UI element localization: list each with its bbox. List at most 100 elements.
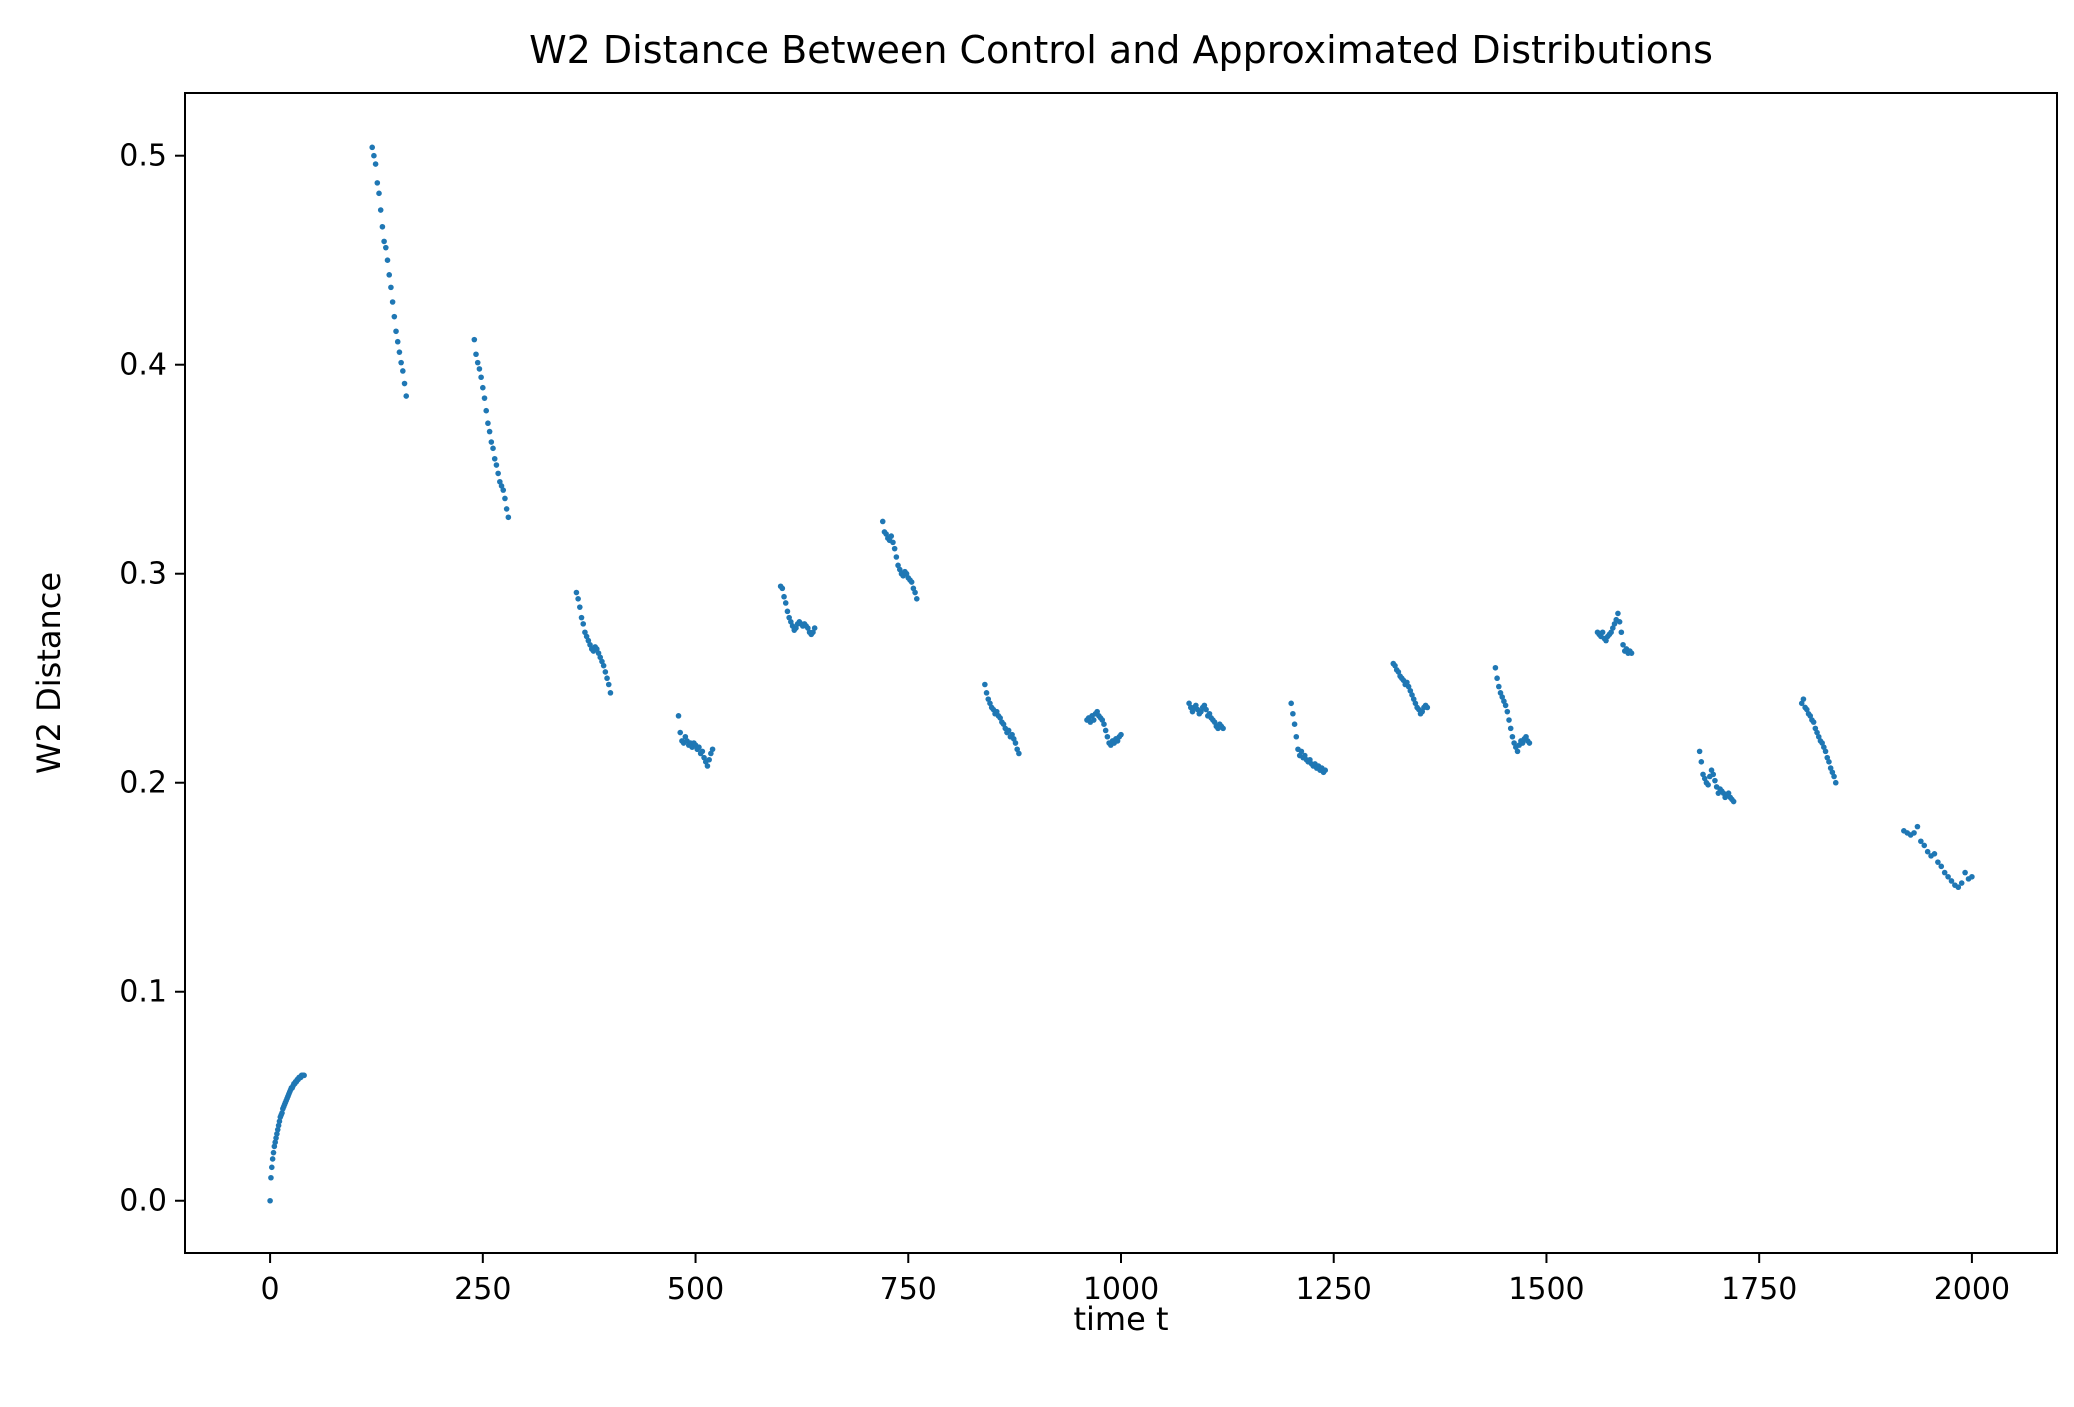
data-point (383, 244, 389, 251)
data-point (1322, 767, 1329, 773)
y-tick-label: 0.3 (119, 557, 167, 592)
data-point (573, 589, 580, 596)
data-point (1101, 721, 1107, 728)
data-point (1005, 727, 1012, 734)
data-point (1955, 884, 1962, 891)
data-point (486, 428, 493, 435)
data-point (269, 1156, 276, 1162)
data-point (1911, 830, 1917, 836)
data-point (699, 748, 706, 755)
data-point (781, 593, 787, 600)
data-point (268, 1174, 274, 1181)
data-point (388, 284, 394, 291)
data-point (709, 746, 716, 753)
y-tick-label: 0.5 (119, 139, 167, 174)
x-tick-label: 1500 (1508, 1272, 1584, 1307)
data-point (491, 455, 498, 462)
data-point (602, 669, 609, 675)
data-point (607, 690, 614, 696)
data-point (1016, 750, 1022, 757)
data-point (908, 579, 915, 585)
y-axis-label: W2 Distance (30, 572, 68, 774)
y-tick-label: 0.1 (119, 975, 167, 1010)
data-point (505, 514, 512, 521)
data-point (372, 161, 379, 167)
data-point (1616, 618, 1623, 625)
data-point (1509, 733, 1516, 740)
data-point (1696, 748, 1703, 755)
data-point (473, 351, 479, 358)
data-point (1698, 759, 1705, 765)
data-point (377, 207, 384, 213)
data-point (1293, 733, 1300, 740)
data-point (1921, 842, 1928, 849)
data-point (480, 384, 486, 391)
data-point (1938, 863, 1945, 870)
x-tick-label: 750 (880, 1272, 937, 1307)
data-point (1504, 708, 1511, 715)
x-tick-label: 1250 (1296, 1272, 1372, 1307)
data-point (273, 1135, 279, 1141)
data-point (1712, 777, 1718, 784)
data-point (1496, 683, 1502, 690)
data-point (396, 349, 403, 355)
data-point (1118, 731, 1124, 738)
data-point (605, 681, 612, 688)
data-point (1104, 733, 1111, 740)
data-point (1948, 878, 1955, 884)
data-point (891, 545, 898, 552)
data-point (1615, 610, 1621, 617)
data-point (580, 621, 587, 627)
data-point (1102, 727, 1109, 734)
data-point (279, 1110, 285, 1116)
data-point (401, 380, 408, 387)
x-tick-label: 250 (454, 1272, 511, 1307)
y-axis-ticks: 0.0 0.1 0.2 0.3 0.4 0.5 (119, 139, 185, 1219)
x-tick-label: 2000 (1934, 1272, 2010, 1307)
x-tick-label: 1000 (1083, 1272, 1159, 1307)
data-point (389, 299, 396, 305)
data-point (394, 338, 401, 345)
data-point (578, 614, 585, 621)
data-point (1935, 859, 1941, 865)
data-point (983, 690, 990, 696)
data-point (400, 368, 406, 374)
data-point (403, 393, 410, 399)
data-point (704, 763, 711, 769)
data-point (270, 1149, 277, 1156)
x-tick-label: 1750 (1721, 1272, 1797, 1307)
data-point (1826, 759, 1832, 765)
data-point (1822, 748, 1829, 755)
data-point (811, 625, 818, 631)
data-point (393, 328, 399, 335)
data-point (495, 470, 501, 477)
data-point (481, 395, 488, 401)
data-point (267, 1197, 273, 1204)
data-point (604, 675, 610, 682)
data-point (1220, 725, 1226, 732)
data-point (478, 374, 484, 381)
data-point (1800, 696, 1807, 702)
data-point (1507, 725, 1514, 732)
data-point (677, 729, 684, 736)
data-point (1918, 838, 1924, 845)
data-point (1924, 848, 1931, 855)
data-point (893, 554, 900, 560)
data-point (1502, 702, 1509, 709)
data-point (1494, 675, 1500, 682)
data-point (1914, 823, 1921, 830)
data-point (782, 600, 789, 606)
data-point (1832, 779, 1839, 786)
data-point (912, 589, 918, 596)
x-axis-label: time t (1073, 1300, 1168, 1338)
data-point (503, 506, 510, 512)
data-point (474, 359, 481, 366)
data-point (471, 336, 478, 343)
data-point (888, 533, 895, 539)
data-point (371, 152, 377, 159)
data-point (706, 756, 712, 763)
data-point (379, 223, 386, 230)
data-point (575, 596, 581, 602)
scatter-points (267, 144, 1975, 1204)
data-point (1599, 629, 1606, 636)
